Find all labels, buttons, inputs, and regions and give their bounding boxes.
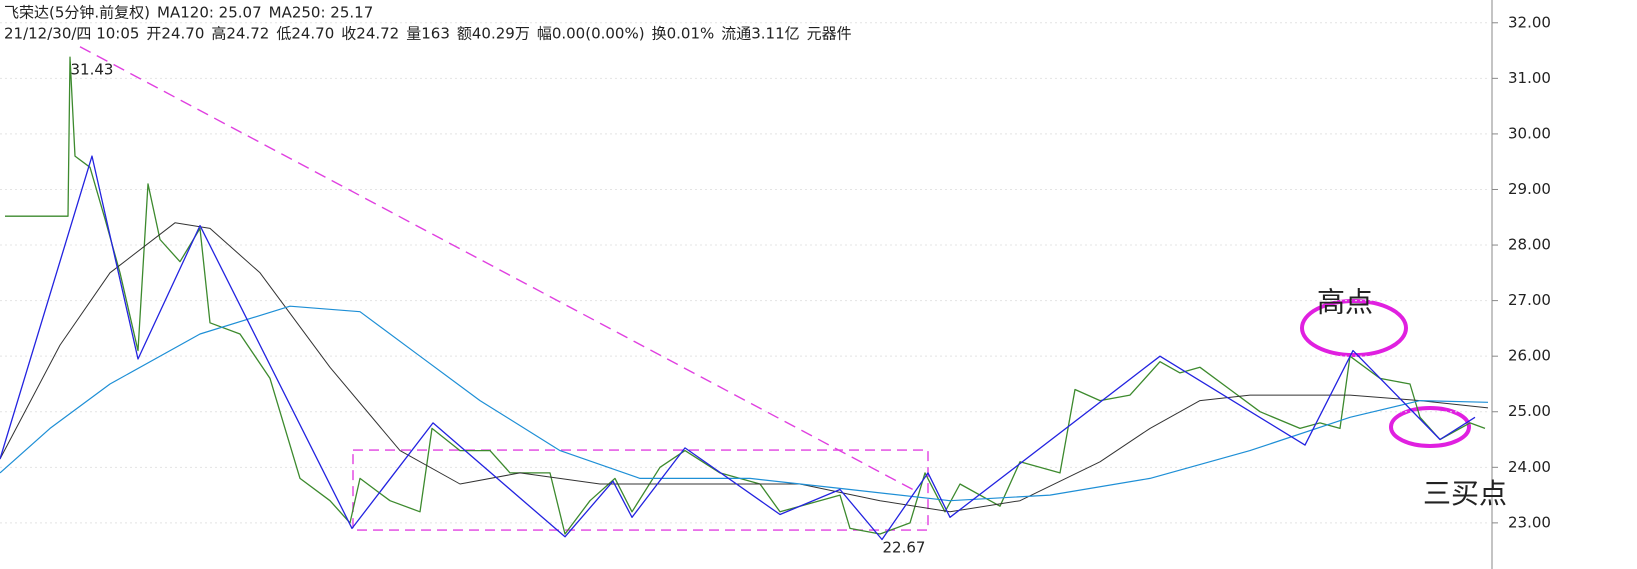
header-text: 收24.72 [341, 25, 399, 43]
header-text: 额40.29万 [457, 25, 530, 43]
header-text: 换0.01% [652, 25, 715, 43]
header-text: 幅0.00(0.00%) [537, 25, 645, 43]
series-line [79, 46, 916, 492]
annotation: 31.43 [71, 61, 114, 79]
annotation: 三买点 [1423, 477, 1507, 510]
series-line [5, 56, 1486, 535]
header-text: MA250: 25.17 [269, 4, 374, 22]
highlight-ellipse [1300, 299, 1408, 357]
y-tick-label: 31.00 [1508, 69, 1551, 87]
annotation: 高点 [1317, 285, 1373, 318]
y-tick-label: 30.00 [1508, 124, 1551, 142]
y-tick-label: 32.00 [1508, 13, 1551, 31]
header-text: 高24.72 [211, 25, 269, 43]
header-text: 低24.70 [276, 25, 334, 43]
header-text: 开24.70 [146, 25, 204, 43]
header-text: 飞荣达(5分钟.前复权) [4, 4, 150, 22]
series-line [0, 155, 1476, 541]
y-tick-label: 24.00 [1508, 458, 1551, 476]
header-text: 21/12/30/四 10:05 [4, 25, 139, 43]
y-tick-label: 28.00 [1508, 236, 1551, 254]
annotation: 22.67 [883, 538, 926, 556]
header-text: 流通3.11亿 [721, 25, 799, 43]
y-tick-label: 25.00 [1508, 402, 1551, 420]
y-tick-label: 29.00 [1508, 180, 1551, 198]
header-text: 量163 [406, 25, 450, 43]
header-text: MA120: 25.07 [157, 4, 262, 22]
range-box [352, 449, 929, 531]
y-tick-label: 26.00 [1508, 347, 1551, 365]
y-tick-label: 23.00 [1508, 513, 1551, 531]
series-line [0, 222, 1489, 513]
series-line [0, 305, 1489, 502]
highlight-ellipse [1389, 406, 1471, 448]
header-text: 元器件 [807, 25, 852, 43]
y-tick-label: 27.00 [1508, 291, 1551, 309]
